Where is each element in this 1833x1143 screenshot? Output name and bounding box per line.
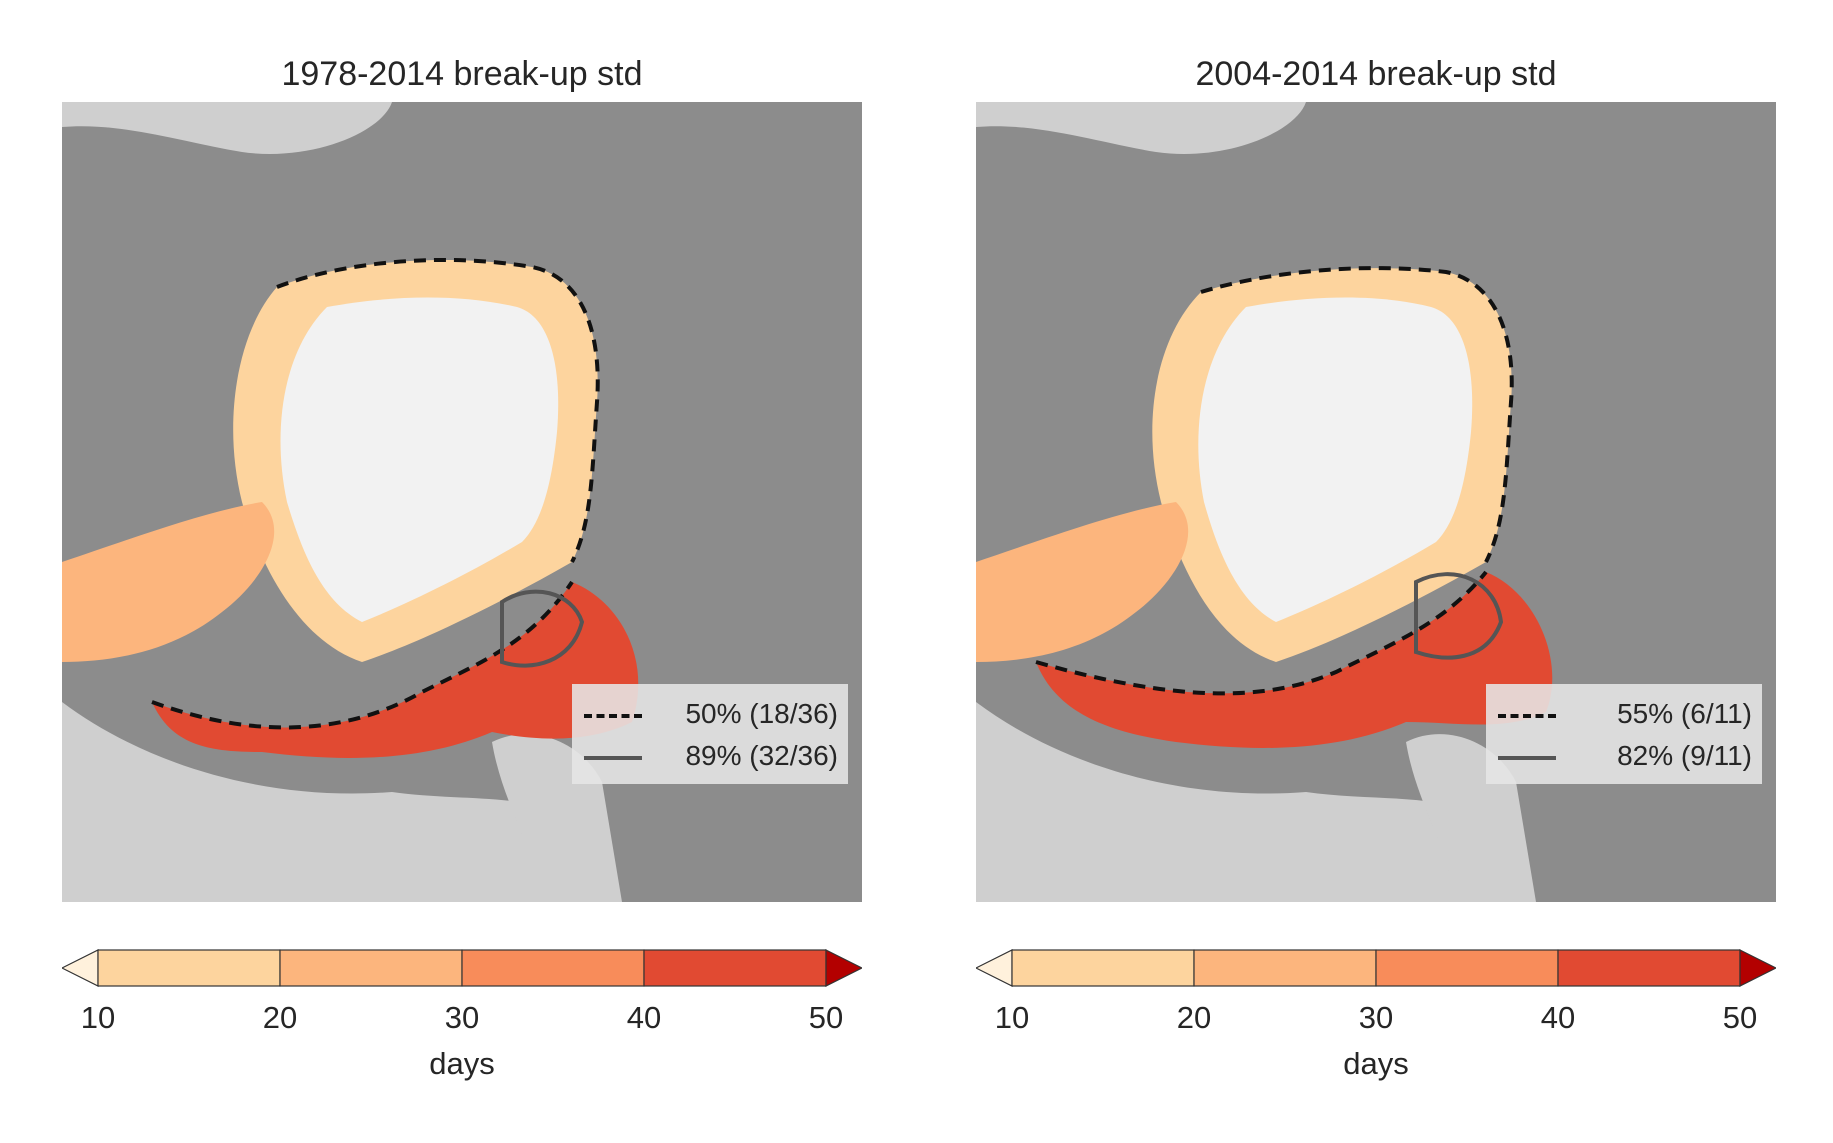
- colorbar-over-arrow: [1739, 949, 1776, 987]
- colorbar-bin-20-30: [1193, 949, 1377, 987]
- ice-rim-orange: [976, 502, 1189, 662]
- legend-label: 50% (18/36): [685, 698, 838, 729]
- colorbar-bin-10-20: [97, 949, 281, 987]
- left-legend: 50% (18/36) 89% (32/36): [572, 684, 848, 784]
- legend-label: 82% (9/11): [1617, 740, 1752, 771]
- colorbar-tick: 30: [444, 1000, 480, 1035]
- right-colorbar: [976, 949, 1776, 987]
- right-panel: 2004-2014 break-up std 55% (6/11) 82% (9…: [976, 0, 1776, 1143]
- colorbar-tick: 40: [626, 1000, 662, 1035]
- colorbar-tick: 10: [80, 1000, 116, 1035]
- colorbar-tick: 10: [994, 1000, 1030, 1035]
- colorbar-tick: 40: [1540, 1000, 1576, 1035]
- ice-rim-orange: [62, 502, 275, 662]
- contour-55-percent: [1035, 266, 1514, 696]
- open-water-bottom: [976, 702, 1496, 902]
- colorbar-tick: 20: [262, 1000, 298, 1035]
- left-panel-title: 1978-2014 break-up std: [281, 55, 643, 93]
- colorbar-bin-20-30: [279, 949, 463, 987]
- ice-rim-red: [152, 582, 639, 758]
- colorbar-under-arrow: [62, 949, 99, 987]
- colorbar-label: days: [1343, 1046, 1409, 1081]
- dashed-line-swatch: [1498, 714, 1556, 718]
- solid-line-swatch: [584, 756, 642, 760]
- legend-row-dashed: 55% (6/11): [1486, 694, 1762, 734]
- ice-rim-red: [1036, 572, 1553, 748]
- colorbar-tick: 50: [1722, 1000, 1758, 1035]
- colorbar-bin-40-50: [643, 949, 827, 987]
- open-water-top: [62, 102, 392, 154]
- right-legend: 55% (6/11) 82% (9/11): [1486, 684, 1762, 784]
- colorbar-label: days: [429, 1046, 495, 1081]
- open-water-top: [976, 102, 1306, 154]
- colorbar-bin-30-40: [461, 949, 645, 987]
- perennial-ice: [280, 297, 559, 622]
- legend-label: 55% (6/11): [1617, 698, 1752, 729]
- right-map: [976, 102, 1776, 902]
- colorbar-bin-10-20: [1011, 949, 1195, 987]
- right-panel-title: 2004-2014 break-up std: [1195, 55, 1557, 93]
- colorbar-tick: 50: [808, 1000, 844, 1035]
- contour-82-percent: [1414, 572, 1504, 660]
- left-map: [62, 102, 862, 902]
- contour-89-percent: [500, 589, 585, 668]
- contour-50-percent: [151, 257, 600, 730]
- legend-row-solid: 82% (9/11): [1486, 736, 1762, 776]
- legend-row-solid: 89% (32/36): [572, 736, 848, 776]
- legend-label: 89% (32/36): [685, 740, 838, 771]
- colorbar-bin-30-40: [1375, 949, 1559, 987]
- perennial-ice: [1198, 297, 1473, 622]
- dashed-line-swatch: [584, 714, 642, 718]
- legend-row-dashed: 50% (18/36): [572, 694, 848, 734]
- colorbar-over-arrow: [825, 949, 862, 987]
- colorbar-bin-40-50: [1557, 949, 1741, 987]
- solid-line-swatch: [1498, 756, 1556, 760]
- left-colorbar: [62, 949, 862, 987]
- left-panel: 1978-2014 break-up std 50% (18/36) 89% (…: [62, 0, 862, 1143]
- colorbar-under-arrow: [976, 949, 1013, 987]
- colorbar-tick: 20: [1176, 1000, 1212, 1035]
- colorbar-tick: 30: [1358, 1000, 1394, 1035]
- open-water-bottom: [62, 702, 582, 902]
